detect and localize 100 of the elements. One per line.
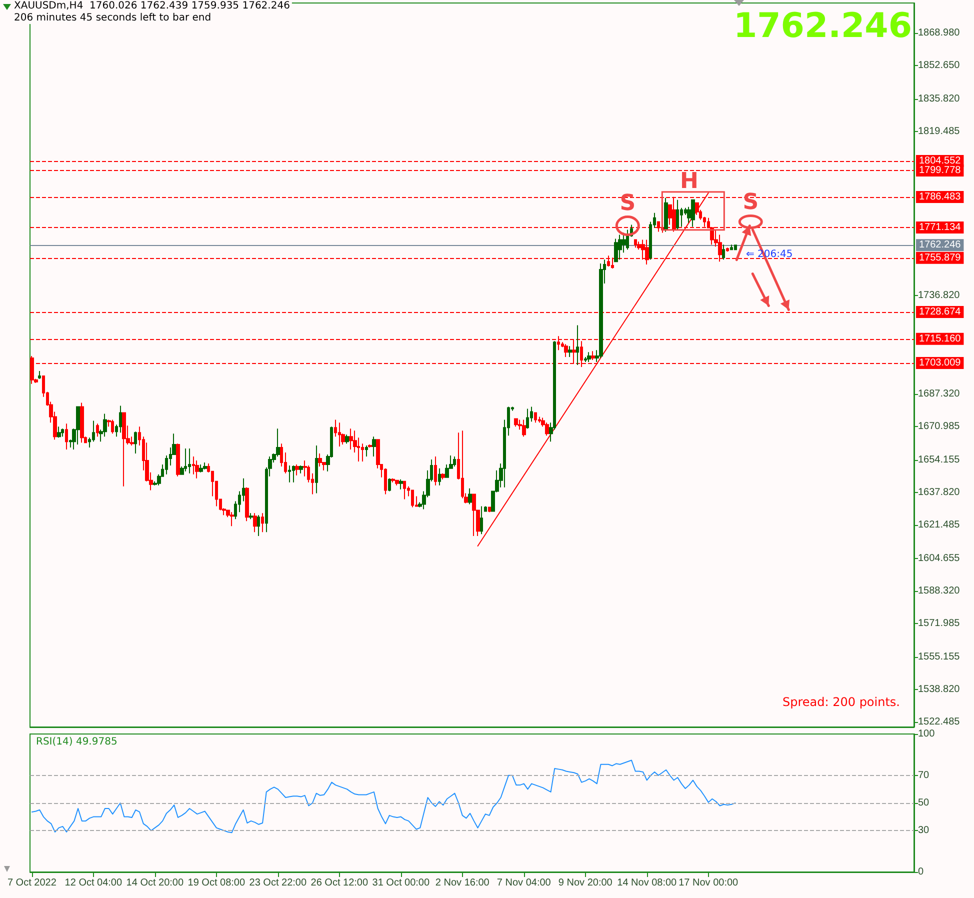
annotation: 1762.246	[733, 6, 912, 46]
candlestick	[192, 456, 195, 475]
x-tick-label: 26 Oct 12:00	[310, 878, 368, 888]
candlestick	[564, 344, 568, 358]
text: 206 minutes 45 seconds left to bar end	[14, 12, 212, 24]
candlestick	[199, 464, 203, 473]
candlestick	[38, 370, 41, 380]
candlestick	[534, 412, 537, 424]
chart-title: RSI(14) 49.9785	[36, 736, 118, 748]
y-tick-label: 1868.980	[918, 27, 960, 38]
candlestick	[261, 512, 264, 533]
candlestick	[438, 468, 441, 486]
candlestick	[453, 456, 456, 467]
candlestick	[734, 244, 737, 250]
y-tick-label: 1588.320	[918, 586, 960, 597]
candlestick	[61, 428, 64, 438]
annotation: S	[620, 190, 636, 216]
candlestick	[480, 506, 483, 535]
x-tick-label: 17 Nov 00:00	[678, 878, 739, 888]
y-tick-label: 30	[918, 825, 930, 836]
ref-line-label: 1799.778	[919, 165, 962, 176]
candlestick	[634, 239, 637, 248]
candlestick	[315, 445, 318, 494]
x-tick-label: 12 Oct 04:00	[64, 878, 122, 888]
candlestick	[345, 434, 349, 444]
x-tick-label: 7 Nov 04:00	[496, 878, 552, 888]
ref-line-label: 1755.879	[919, 252, 962, 264]
candlestick	[365, 445, 368, 457]
candlestick	[122, 412, 126, 487]
y-tick-label: 0	[918, 866, 924, 878]
y-tick-label: 1687.320	[918, 388, 960, 400]
y-tick-label: 1852.650	[918, 60, 960, 71]
chart-title: XAUUSDm,H4 1760.026 1762.439 1759.935 1762.246	[14, 0, 290, 12]
y-tick-label: 50	[918, 798, 930, 808]
candlestick	[372, 436, 376, 457]
candlestick	[526, 408, 529, 430]
candlestick	[461, 430, 464, 499]
y-tick-label: 1819.485	[918, 126, 960, 137]
y-tick-label: 1835.820	[918, 93, 960, 104]
y-tick-label: 1637.820	[918, 487, 960, 498]
y-tick-label: 1621.485	[918, 520, 960, 531]
candlestick	[195, 460, 199, 479]
x-tick-label: 31 Oct 00:00	[372, 878, 430, 888]
y-tick-label: 1555.155	[918, 652, 960, 663]
candlestick	[484, 506, 487, 512]
candlestick	[587, 352, 591, 363]
y-tick-label: 70	[918, 770, 930, 781]
candlestick	[388, 478, 391, 492]
candlestick	[57, 426, 61, 438]
y-tick-label: 100	[918, 728, 936, 740]
y-tick-label: 1670.985	[918, 421, 960, 432]
candlestick	[318, 453, 322, 467]
candlestick	[726, 247, 729, 252]
candlestick	[134, 431, 137, 454]
ref-line-label: 1804.552	[919, 156, 962, 167]
x-tick-label: 14 Nov 08:00	[617, 878, 678, 888]
x-tick-label: 19 Oct 08:00	[188, 878, 246, 888]
candlestick	[384, 468, 387, 495]
candlestick	[253, 512, 257, 533]
y-tick-label: 1654.155	[918, 454, 960, 466]
x-tick-label: 2 Nov 16:00	[435, 878, 490, 888]
candlestick	[395, 480, 399, 486]
candlestick	[441, 472, 445, 480]
candlestick	[111, 419, 114, 434]
ref-line-label: 1728.674	[919, 306, 962, 318]
candlestick	[411, 490, 414, 508]
candlestick	[249, 512, 253, 520]
x-tick-label: 9 Nov 20:00	[558, 878, 613, 888]
candlestick	[468, 488, 472, 505]
candlestick	[30, 356, 34, 384]
candlestick	[368, 444, 372, 448]
candlestick	[434, 456, 437, 486]
ref-line-label: 1715.160	[919, 333, 962, 344]
candlestick	[514, 418, 518, 428]
candlestick	[349, 428, 353, 450]
candlestick	[288, 464, 291, 483]
candlestick	[257, 514, 260, 537]
candlestick	[295, 464, 299, 476]
candlestick	[664, 197, 668, 232]
candlestick	[691, 199, 695, 228]
candlestick	[391, 478, 395, 483]
candlestick	[203, 462, 207, 470]
candlestick	[403, 480, 406, 500]
candlestick	[614, 238, 618, 262]
y-tick-label: 1604.655	[918, 553, 960, 564]
x-tick-label: 23 Oct 22:00	[249, 878, 307, 888]
candlestick	[488, 506, 491, 513]
candlestick	[399, 478, 403, 490]
candlestick	[184, 448, 187, 472]
ref-line-label: 1762.246	[919, 240, 962, 251]
x-tick-label: 14 Oct 20:00	[126, 878, 184, 888]
y-tick-label: 1736.820	[918, 290, 960, 302]
candlestick	[591, 350, 595, 361]
y-tick-label: 1522.485	[918, 716, 960, 728]
candlestick	[245, 486, 249, 522]
candlestick	[599, 263, 603, 359]
candlestick	[299, 464, 303, 474]
y-tick-label: 1571.985	[918, 618, 960, 630]
annotation: Spread: 200 points.	[782, 695, 900, 709]
x-tick-label: 7 Oct 2022	[7, 878, 57, 888]
